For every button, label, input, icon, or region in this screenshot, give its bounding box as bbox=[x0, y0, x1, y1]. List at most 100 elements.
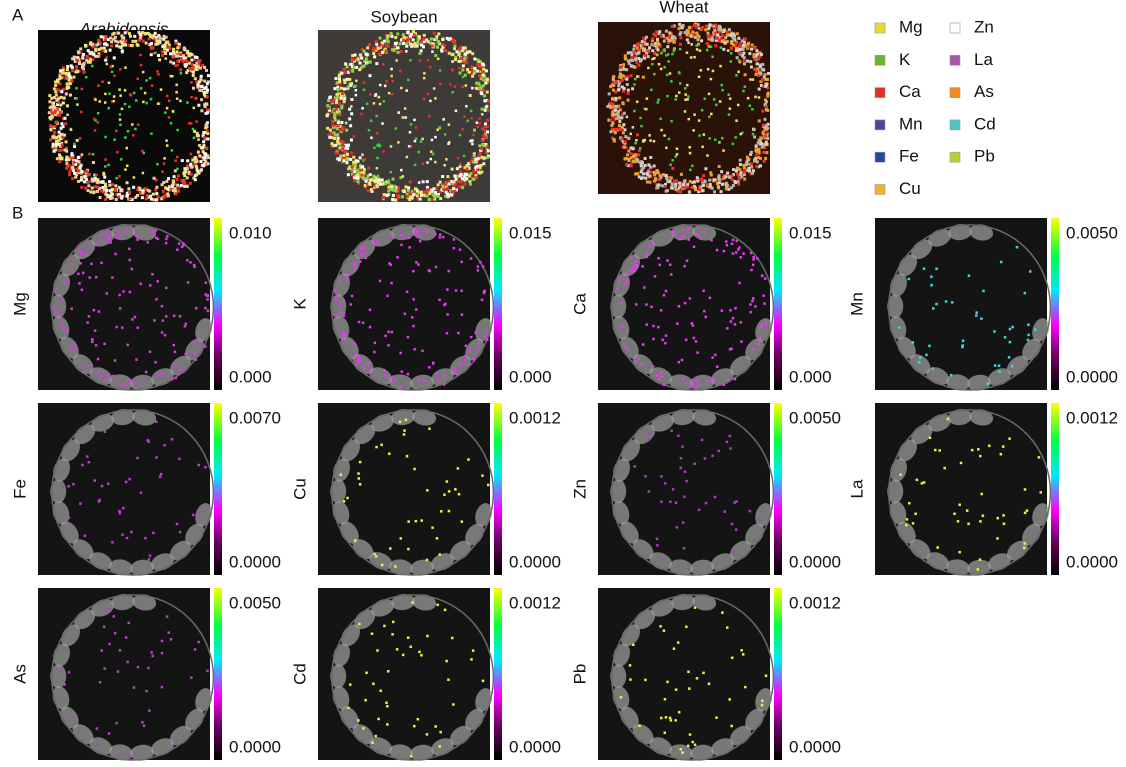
ring-pixel bbox=[763, 98, 767, 102]
tissue-cell bbox=[969, 224, 994, 241]
ring-pixel bbox=[125, 181, 129, 185]
signal-pixel bbox=[720, 83, 724, 87]
signal-pixel bbox=[478, 122, 482, 125]
signal-pixel bbox=[93, 129, 97, 132]
ring-pixel bbox=[339, 154, 343, 158]
signal-pixel bbox=[132, 91, 136, 95]
ring-pixel bbox=[382, 195, 386, 199]
signal-pixel bbox=[98, 681, 102, 684]
ring-pixel bbox=[655, 45, 659, 49]
signal-pixel bbox=[79, 502, 82, 505]
signal-pixel bbox=[163, 333, 167, 337]
ring-pixel bbox=[191, 86, 195, 90]
ring-pixel bbox=[350, 165, 354, 169]
ring-pixel bbox=[336, 121, 340, 125]
signal-pixel bbox=[438, 298, 441, 302]
ring-pixel bbox=[716, 185, 720, 189]
ring-pixel bbox=[763, 73, 767, 77]
colorbar-max: 0.0050 bbox=[229, 593, 281, 612]
ring-pixel bbox=[61, 87, 65, 91]
signal-pixel bbox=[741, 131, 744, 135]
ring-pixel bbox=[336, 148, 340, 152]
signal-pixel bbox=[667, 137, 671, 141]
ring-pixel bbox=[485, 77, 489, 81]
ring-pixel bbox=[55, 142, 59, 146]
seed-outline bbox=[611, 224, 775, 391]
signal-pixel bbox=[669, 163, 672, 167]
ring-pixel bbox=[486, 100, 490, 104]
ring-pixel bbox=[129, 43, 133, 47]
ring-pixel bbox=[706, 34, 710, 38]
signal-pixel bbox=[1039, 491, 1043, 494]
signal-pixel bbox=[107, 163, 110, 167]
ring-pixel bbox=[746, 46, 750, 50]
ring-pixel bbox=[82, 63, 86, 67]
ring-pixel bbox=[712, 178, 716, 182]
signal-pixel bbox=[481, 265, 485, 268]
ring-pixel bbox=[171, 189, 175, 193]
ring-pixel bbox=[718, 24, 722, 28]
ring-pixel bbox=[458, 165, 462, 169]
ring-pixel bbox=[435, 37, 439, 41]
ring-pixel bbox=[463, 73, 467, 77]
ring-pixel bbox=[453, 58, 457, 62]
ring-pixel bbox=[765, 151, 769, 155]
signal-pixel bbox=[159, 88, 163, 91]
ring-pixel bbox=[742, 59, 746, 63]
ring-pixel bbox=[179, 184, 183, 188]
ring-pixel bbox=[338, 81, 342, 85]
signal-pixel bbox=[201, 509, 205, 513]
ring-pixel bbox=[330, 144, 334, 148]
ring-pixel bbox=[64, 146, 68, 150]
ring-pixel bbox=[479, 77, 483, 81]
ring-pixel bbox=[87, 173, 91, 177]
signal-pixel bbox=[730, 522, 734, 526]
ring-pixel bbox=[737, 36, 741, 40]
ring-pixel bbox=[622, 87, 626, 91]
ring-pixel bbox=[143, 186, 147, 190]
ring-pixel bbox=[745, 160, 749, 164]
tissue-cell bbox=[692, 594, 717, 611]
ring-pixel bbox=[349, 62, 353, 66]
signal-pixel bbox=[412, 269, 415, 273]
tissue-cell bbox=[690, 374, 715, 391]
ring-pixel bbox=[481, 70, 485, 74]
signal-pixel bbox=[145, 689, 148, 693]
ring-pixel bbox=[669, 39, 673, 43]
ring-pixel bbox=[199, 74, 203, 78]
ring-pixel bbox=[436, 40, 440, 44]
ring-pixel bbox=[195, 167, 199, 171]
ring-pixel bbox=[90, 50, 94, 54]
signal-pixel bbox=[652, 337, 655, 341]
ring-pixel bbox=[184, 64, 188, 68]
ring-pixel bbox=[720, 39, 724, 43]
signal-pixel bbox=[204, 281, 208, 284]
ring-pixel bbox=[709, 173, 713, 177]
signal-pixel bbox=[158, 373, 161, 377]
signal-pixel bbox=[78, 248, 81, 251]
signal-pixel bbox=[479, 260, 482, 264]
ring-pixel bbox=[56, 102, 60, 106]
ring-pixel bbox=[383, 48, 387, 52]
signal-pixel bbox=[447, 142, 450, 146]
ring-pixel bbox=[380, 43, 384, 47]
signal-pixel bbox=[635, 303, 638, 306]
ring-pixel bbox=[335, 93, 339, 97]
signal-pixel bbox=[352, 342, 356, 346]
signal-pixel bbox=[729, 447, 732, 450]
signal-pixel bbox=[461, 127, 464, 131]
ring-pixel bbox=[81, 55, 85, 59]
ring-pixel bbox=[58, 74, 62, 78]
ring-pixel bbox=[206, 156, 210, 160]
signal-pixel bbox=[1025, 509, 1029, 512]
signal-pixel bbox=[653, 72, 656, 76]
ring-pixel bbox=[359, 165, 363, 169]
ring-pixel bbox=[419, 191, 423, 195]
ring-pixel bbox=[352, 155, 356, 159]
signal-pixel bbox=[682, 234, 686, 238]
signal-pixel bbox=[174, 159, 177, 163]
signal-pixel bbox=[167, 116, 171, 119]
ring-pixel bbox=[340, 104, 344, 108]
ring-pixel bbox=[334, 110, 338, 114]
ring-pixel bbox=[199, 88, 203, 92]
